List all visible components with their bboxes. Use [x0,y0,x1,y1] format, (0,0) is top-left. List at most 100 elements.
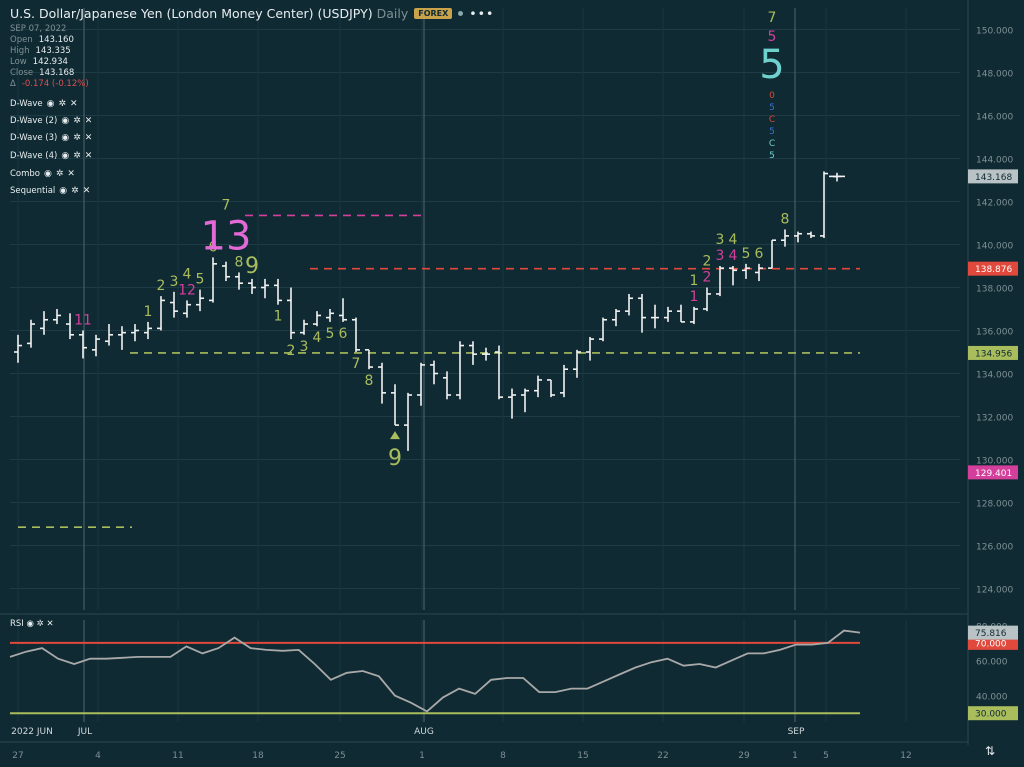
time-tick-label: 11 [172,751,183,761]
count-annotation: 13 [201,214,252,260]
eye-icon[interactable]: ◉ [46,99,55,109]
eye-icon[interactable]: ◉ [44,169,52,179]
count-annotation: 3 [716,248,725,264]
price-tick-label: 150.000 [976,27,1013,37]
eye-icon[interactable]: ◉ [23,619,34,629]
gear-icon[interactable]: ✲ [58,99,67,109]
count-annotation: 12 [178,282,196,298]
count-annotation: 5 [769,151,775,161]
close-icon[interactable]: ✕ [84,151,93,161]
level-label: 134.956 [975,349,1012,359]
swap-axis-icon[interactable]: ⇅ [985,744,996,758]
count-annotation: 2 [287,343,296,359]
count-annotation: 5 [742,246,751,262]
eye-icon[interactable]: ◉ [59,186,68,196]
close-icon[interactable]: ✕ [84,116,93,126]
gear-icon[interactable]: ✲ [55,169,64,179]
time-tick-label: 12 [900,751,911,761]
count-annotation: 5 [768,29,777,45]
indicator-label: D-Wave (2) [10,116,58,126]
price-tick-label: 144.000 [976,156,1013,166]
time-tick-label: 22 [657,751,668,761]
level-label: 129.401 [975,469,1012,479]
count-annotation: 4 [313,330,322,346]
time-tick-label: 25 [334,751,345,761]
open-label: Open [10,35,33,45]
eye-icon[interactable]: ◉ [61,116,70,126]
indicator-combo[interactable]: Combo ◉ ✲ ✕ [10,169,75,179]
change-value: -0.174 (-0.12%) [21,79,89,89]
price-tick-label: 126.000 [976,543,1013,553]
indicator-dwave-4[interactable]: D-Wave (4) ◉ ✲ ✕ [10,151,92,161]
price-tick-label: 138.000 [976,285,1013,295]
price-tick-label: 140.000 [976,242,1013,252]
indicator-sequential[interactable]: Sequential ◉ ✲ ✕ [10,186,90,196]
rsi-line [9,629,861,713]
level-label: 138.876 [975,265,1012,275]
count-annotation: 3 [716,232,725,248]
count-annotation: 5 [769,103,775,113]
price-tick-label: 128.000 [976,500,1013,510]
indicator-dwave-2[interactable]: D-Wave (2) ◉ ✲ ✕ [10,116,92,126]
count-annotation: 2 [157,278,166,294]
price-tick-label: 134.000 [976,371,1013,381]
gear-icon[interactable]: ✲ [73,151,81,161]
time-tick-label: AUG [414,727,434,737]
time-tick-label: 29 [738,751,750,761]
close-label: Close [10,68,34,78]
price-tick-label: 146.000 [976,113,1013,123]
time-tick-label: JUL [77,727,92,737]
low-label: Low [10,57,27,67]
more-options-icon[interactable]: ••• [469,6,495,21]
eye-icon[interactable]: ◉ [61,133,70,143]
price-tick-label: 124.000 [976,586,1013,596]
price-tick-label: 136.000 [976,328,1013,338]
last-price-marker [968,169,1018,184]
eye-icon[interactable]: ◉ [61,151,70,161]
symbol-title[interactable]: U.S. Dollar/Japanese Yen (London Money C… [10,6,373,21]
indicator-dwave-3[interactable]: D-Wave (3) ◉ ✲ ✕ [10,133,92,143]
count-annotation: 7 [768,10,777,26]
rsi-level-label: 70.000 [975,639,1007,649]
count-annotation: 8 [365,373,374,389]
gear-icon[interactable]: ✲ [71,186,79,196]
count-annotation: 4 [729,248,738,264]
level-marker [968,345,1018,360]
close-icon[interactable]: ✕ [84,133,93,143]
indicator-dwave[interactable]: D-Wave ◉ ✲ ✕ [10,99,78,109]
time-tick-label: 18 [252,751,264,761]
last-price-label: 143.168 [975,173,1012,183]
time-tick-label: 1 [419,751,425,761]
level-marker [968,261,1018,276]
low-value: 142.934 [32,57,68,67]
close-icon[interactable]: ✕ [43,619,54,629]
close-icon[interactable]: ✕ [67,169,75,179]
chart-header: U.S. Dollar/Japanese Yen (London Money C… [10,6,494,21]
rsi-tick-label: 40.000 [976,693,1008,703]
interval-label[interactable]: Daily [376,6,409,21]
close-icon[interactable]: ✕ [70,99,78,109]
count-annotation: 6 [209,239,218,255]
count-annotation: 0 [769,91,775,101]
gear-icon[interactable]: ✲ [73,133,81,143]
status-dot-icon [458,11,464,16]
level-marker [968,465,1018,480]
gear-icon[interactable]: ✲ [33,619,44,629]
indicator-label: D-Wave (3) [10,133,58,143]
rsi-indicator[interactable]: RSI ◉ ✲ ✕ [10,619,54,629]
count-annotation: 1 [690,273,699,289]
gear-icon[interactable]: ✲ [73,116,81,126]
ohlc-date: SEP 07, 2022 [10,24,67,34]
ohlc-panel: SEP 07, 2022 Open 143.160 High 143.335 Low… [10,24,89,90]
count-annotation: 7 [352,356,361,372]
count-annotation: 1 [144,304,153,320]
time-tick-label: 8 [500,751,506,761]
rsi-level-marker [968,706,1018,721]
count-annotation: 5 [759,42,784,88]
count-annotation: 1 [274,309,283,325]
count-annotation: 3 [170,274,179,290]
count-annotation: 2 [703,270,712,286]
close-icon[interactable]: ✕ [82,186,91,196]
